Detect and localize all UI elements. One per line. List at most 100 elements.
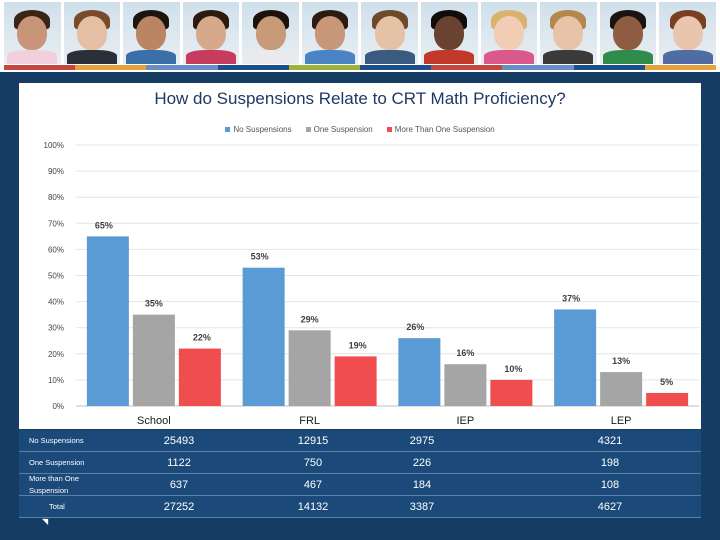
legend-label: No Suspensions	[233, 125, 292, 134]
face	[76, 16, 107, 50]
stripe-segment	[146, 65, 218, 70]
data-label: 65%	[95, 220, 113, 230]
table-row: One Suspension 1122 750 226 198	[19, 452, 701, 474]
chart-title: How do Suspensions Relate to CRT Math Pr…	[154, 89, 566, 108]
y-tick-label: 50%	[48, 272, 64, 281]
legend-swatch	[225, 127, 231, 132]
shirt	[7, 50, 58, 64]
face	[136, 16, 167, 50]
bar	[444, 364, 487, 406]
table-cell: 108	[600, 478, 620, 491]
table-cell: 12915	[297, 434, 329, 447]
shirt	[662, 50, 713, 64]
table-cell: 3387	[409, 500, 435, 513]
category-label: FRL	[299, 415, 320, 427]
face	[255, 16, 286, 50]
shirt	[186, 50, 237, 64]
bar	[178, 348, 221, 406]
student-photo-1	[4, 2, 61, 64]
row-label: More than One Suspension	[29, 473, 80, 495]
stripe-segment	[75, 65, 147, 70]
stripe-segment	[502, 65, 574, 70]
stripe-segment	[573, 65, 645, 70]
bar-chart: 0% 10% 20% 30% 40% 50% 60% 70% 80% 90% 100% 65% 35% 2…	[44, 141, 699, 427]
table-cell: 226	[412, 456, 432, 469]
student-photo-3	[123, 2, 180, 64]
legend-item-one-suspension: One Suspension	[305, 125, 373, 134]
y-tick-label: 30%	[48, 324, 64, 333]
table-cell: 637	[169, 478, 189, 491]
category-label: LEP	[611, 415, 632, 427]
bar	[86, 236, 129, 406]
table-cell: 14132	[297, 500, 329, 513]
data-label: 10%	[504, 364, 522, 374]
stripe-segment	[288, 65, 361, 70]
face	[493, 16, 524, 50]
data-label: 19%	[349, 340, 367, 350]
student-photo-12	[659, 2, 716, 64]
y-tick-label: 100%	[44, 141, 64, 150]
student-photo-6	[301, 2, 359, 64]
student-photo-4	[182, 2, 240, 64]
legend-label: One Suspension	[313, 125, 373, 134]
shirt	[245, 50, 296, 64]
shirt	[603, 50, 654, 64]
shirt	[543, 50, 594, 64]
corner-mark: ◥	[42, 517, 49, 526]
data-label: 5%	[660, 377, 673, 387]
stripe-segment	[360, 65, 432, 70]
stripe-segment	[431, 65, 503, 70]
data-label: 37%	[562, 293, 580, 303]
table-row: Total 27252 14132 3387 4627	[19, 496, 701, 518]
table-cell: 2975	[409, 434, 435, 447]
stripe-segment	[644, 65, 717, 70]
table-cell: 184	[412, 478, 432, 491]
table-cell: 27252	[163, 500, 195, 513]
table-row: More than One Suspension 637 467 184 108	[19, 474, 701, 496]
category-label: IEP	[457, 415, 475, 427]
data-label: 22%	[193, 333, 211, 343]
data-label: 16%	[456, 348, 474, 358]
table-cell: 198	[600, 456, 620, 469]
category-label: School	[137, 415, 171, 427]
y-tick-label: 70%	[48, 219, 64, 228]
face	[196, 16, 227, 50]
bar	[242, 267, 285, 406]
data-label: 26%	[406, 322, 424, 332]
face	[434, 16, 465, 50]
y-tick-label: 80%	[48, 193, 64, 202]
row-label: No Suspensions	[29, 436, 84, 445]
table-cell: 4627	[597, 500, 623, 513]
table-cell: 467	[303, 478, 323, 491]
data-label: 13%	[612, 356, 630, 366]
bar	[490, 379, 533, 406]
student-photo-2	[63, 2, 121, 64]
shirt	[424, 50, 475, 64]
student-photo-strip	[4, 2, 716, 64]
student-photo-8	[421, 2, 478, 64]
face	[17, 16, 48, 50]
student-photo-9	[480, 2, 538, 64]
face	[374, 16, 405, 50]
photo-banner	[0, 0, 720, 72]
legend-item-no-suspensions: No Suspensions	[225, 125, 292, 134]
color-stripe-bar	[4, 65, 717, 70]
data-label: 29%	[301, 314, 319, 324]
shirt	[66, 50, 117, 64]
legend-label: More Than One Suspension	[394, 125, 495, 134]
bar	[132, 314, 175, 406]
data-label: 53%	[251, 252, 269, 262]
student-photo-5	[242, 2, 299, 64]
table-cell: 1122	[167, 456, 191, 469]
shirt	[305, 50, 356, 64]
y-tick-label: 10%	[48, 376, 64, 385]
bar	[334, 356, 377, 406]
face	[315, 16, 346, 50]
y-tick-label: 0%	[52, 402, 64, 411]
shirt	[126, 50, 177, 64]
bar	[646, 392, 689, 406]
y-tick-label: 20%	[48, 350, 64, 359]
legend-swatch	[386, 127, 392, 132]
table-cell: 750	[303, 456, 323, 469]
table-cell: 25493	[163, 434, 195, 447]
